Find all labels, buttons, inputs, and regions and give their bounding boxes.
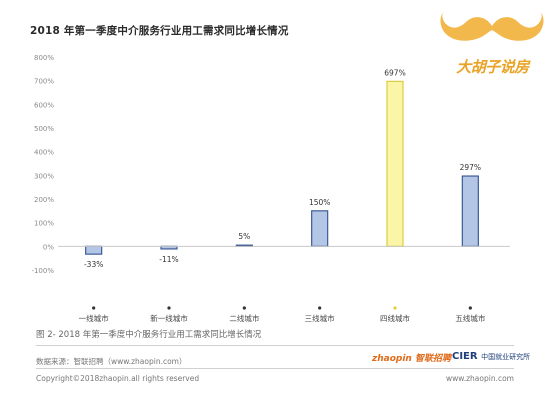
data-source: 数据来源：智联招聘（www.zhaopin.com） [36,357,187,366]
y-tick-label: 700% [34,78,54,86]
x-tick-marker [242,306,246,310]
y-tick-label: 600% [34,101,54,109]
y-tick-label: 400% [34,149,54,157]
y-tick-label: 100% [34,220,54,228]
y-tick-label: 0% [43,243,54,251]
cier-logo-text: CIER [452,351,478,362]
cier-logo: CIER 中国就业研究所 [452,351,530,362]
data-label: -11% [159,255,178,264]
logo: 大胡子说房 [440,8,545,80]
y-tick-label: 200% [34,196,54,204]
x-tick-label: 二线城市 [229,313,259,323]
x-axis: 一线城市 新一线城市 二线城市 三线城市 四线城市 五线城市 [58,245,510,323]
footer-divider-bottom [36,368,514,369]
y-tick-label: 500% [34,125,54,133]
mustache-shape [440,12,544,41]
y-tick-label: 800% [34,54,54,62]
bar-chart: -100%0%100%200%300%400%500%600%700%800% … [31,54,510,323]
copyright-text: Copyright©2018zhaopin.all rights reserve… [36,374,200,383]
bars-group: -33% -11% 5% 150% 697% 297% [84,68,481,269]
footer-divider-top [36,345,514,346]
x-tick-label: 四线城市 [380,313,410,323]
x-tick-marker [318,306,322,310]
y-tick-label: -100% [31,267,54,275]
zhaopin-logo-text: zhaopin 智联招聘 [372,354,451,364]
data-label: 297% [460,163,481,172]
data-label: 5% [238,232,250,241]
data-label: 150% [309,198,330,207]
logo-text: 大胡子说房 [456,58,529,76]
x-tick-marker [393,306,397,310]
data-label: -33% [84,260,103,269]
footer-url: www.zhaopin.com [446,374,514,383]
y-tick-label: 300% [34,172,54,180]
mustache-icon [440,12,544,41]
x-tick-marker [468,306,472,310]
bar [85,245,103,255]
bar [311,210,329,247]
x-tick-label: 新一线城市 [150,313,188,323]
chart-title: 2018 年第一季度中介服务行业用工需求同比增长情况 [30,25,289,37]
zhaopin-logo: zhaopin 智联招聘 [372,351,451,364]
x-tick-label: 五线城市 [455,313,485,323]
bar [386,80,404,247]
x-tick-label: 三线城市 [305,313,335,323]
x-tick-marker [92,306,96,310]
cier-logo-cn: 中国就业研究所 [481,353,531,361]
x-tick-marker [167,306,171,310]
figure-caption: 图 2- 2018 年第一季度中介服务行业用工需求同比增长情况 [36,330,262,340]
bar [461,175,479,247]
data-label: 697% [384,68,405,77]
x-tick-label: 一线城市 [79,313,109,323]
y-axis: -100% 0% 100% 200% 300% 400% 500% 600% 700% 800% [31,54,54,275]
